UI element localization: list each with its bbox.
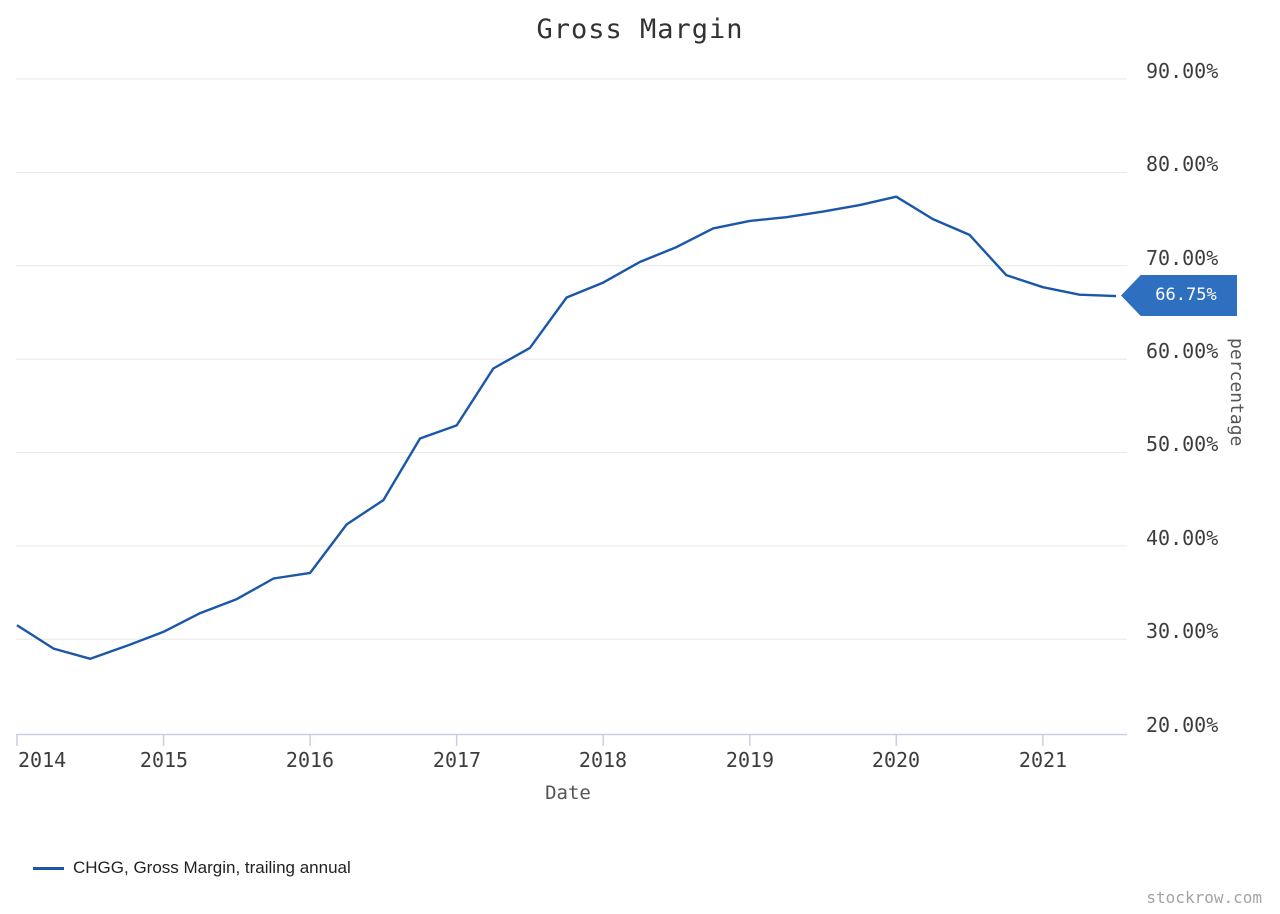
x-tick-label: 2018 <box>578 748 628 772</box>
y-axis-title: percentage <box>1226 338 1247 447</box>
x-tick-label: 2019 <box>725 748 775 772</box>
x-tick-label: 2015 <box>139 748 189 772</box>
x-tick-label: 2021 <box>1018 748 1068 772</box>
y-tick-label: 50.00% <box>1146 432 1219 456</box>
legend-line-swatch-icon <box>33 866 64 870</box>
legend-label: CHGG, Gross Margin, trailing annual <box>73 858 351 877</box>
gross-margin-line <box>16 195 1117 660</box>
y-tick-label: 90.00% <box>1146 59 1219 83</box>
legend-item[interactable]: CHGG, Gross Margin, trailing annual <box>33 856 351 880</box>
y-tick-label: 40.00% <box>1146 526 1219 550</box>
x-tick-label: 2016 <box>285 748 335 772</box>
last-value-tag: 66.75% <box>1121 275 1237 316</box>
x-tick-label: 2017 <box>432 748 482 772</box>
y-tick-label: 70.00% <box>1146 246 1219 270</box>
y-tick-label: 80.00% <box>1146 152 1219 176</box>
y-tick-label: 60.00% <box>1146 339 1219 363</box>
x-tick-label: 2020 <box>871 748 921 772</box>
x-tick-label: 2014 <box>18 748 67 772</box>
watermark-text: stockrow.com <box>1146 888 1262 907</box>
y-tick-label: 20.00% <box>1146 713 1219 737</box>
y-tick-label: 30.00% <box>1146 619 1219 643</box>
x-axis-title: Date <box>545 782 591 804</box>
chart-title: Gross Margin <box>536 14 744 45</box>
